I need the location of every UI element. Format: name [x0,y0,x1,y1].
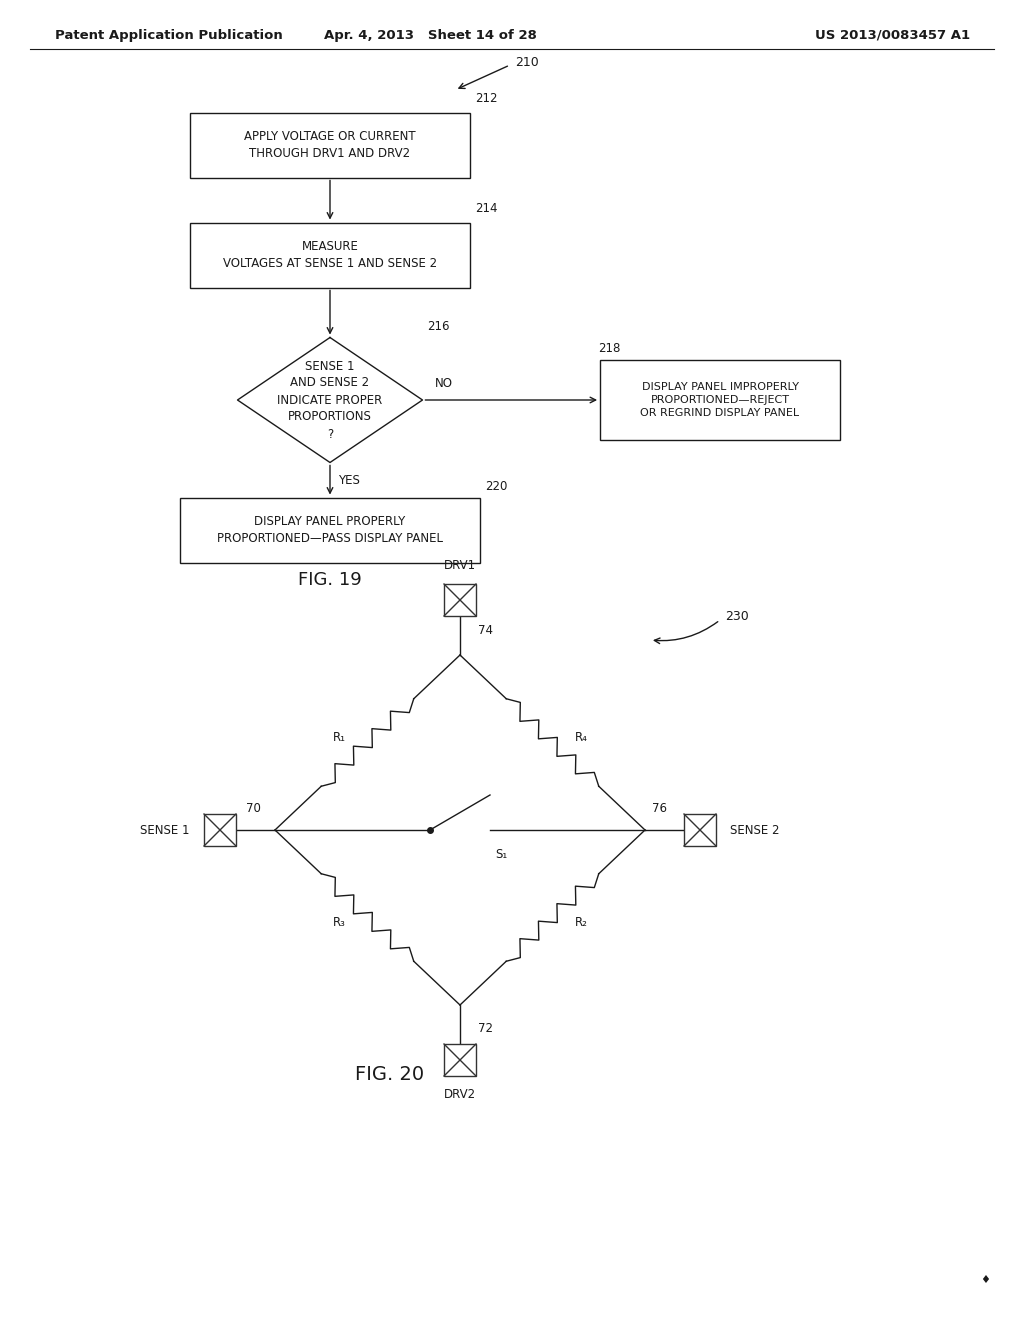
FancyBboxPatch shape [190,112,470,177]
Bar [204,814,236,846]
Text: 218: 218 [598,342,621,355]
Text: S₁: S₁ [495,847,507,861]
Text: APPLY VOLTAGE OR CURRENT
THROUGH DRV1 AND DRV2: APPLY VOLTAGE OR CURRENT THROUGH DRV1 AN… [244,129,416,160]
Text: R₄: R₄ [574,731,588,744]
Text: MEASURE
VOLTAGES AT SENSE 1 AND SENSE 2: MEASURE VOLTAGES AT SENSE 1 AND SENSE 2 [223,240,437,271]
Text: FIG. 19: FIG. 19 [298,572,361,589]
Text: SENSE 1: SENSE 1 [140,824,190,837]
Text: 70: 70 [246,801,261,814]
Text: 76: 76 [652,801,667,814]
Text: R₂: R₂ [574,916,588,929]
Text: DRV1: DRV1 [444,558,476,572]
Text: 74: 74 [478,623,493,636]
Bar [444,583,476,616]
Text: 210: 210 [515,55,539,69]
Text: YES: YES [338,474,359,487]
Text: 230: 230 [725,610,749,623]
Text: 216: 216 [427,319,450,333]
Text: R₃: R₃ [333,916,345,929]
Bar [684,814,716,846]
Text: 72: 72 [478,1022,493,1035]
Text: NO: NO [434,378,453,389]
Text: Apr. 4, 2013   Sheet 14 of 28: Apr. 4, 2013 Sheet 14 of 28 [324,29,537,41]
Text: DISPLAY PANEL PROPERLY
PROPORTIONED—PASS DISPLAY PANEL: DISPLAY PANEL PROPERLY PROPORTIONED—PASS… [217,515,443,545]
FancyBboxPatch shape [190,223,470,288]
Text: ♦: ♦ [980,1275,990,1284]
Text: 212: 212 [475,91,498,104]
Text: Patent Application Publication: Patent Application Publication [55,29,283,41]
Text: US 2013/0083457 A1: US 2013/0083457 A1 [815,29,970,41]
Text: R₁: R₁ [333,731,345,744]
Text: 220: 220 [485,479,507,492]
Text: 214: 214 [475,202,498,214]
FancyBboxPatch shape [600,360,840,440]
Text: SENSE 1
AND SENSE 2
INDICATE PROPER
PROPORTIONS
?: SENSE 1 AND SENSE 2 INDICATE PROPER PROP… [278,359,383,441]
Text: DISPLAY PANEL IMPROPERLY
PROPORTIONED—REJECT
OR REGRIND DISPLAY PANEL: DISPLAY PANEL IMPROPERLY PROPORTIONED—RE… [640,381,800,418]
Bar [444,1044,476,1076]
Text: FIG. 20: FIG. 20 [355,1065,425,1085]
Text: SENSE 2: SENSE 2 [730,824,779,837]
Text: DRV2: DRV2 [444,1088,476,1101]
FancyBboxPatch shape [180,498,480,562]
